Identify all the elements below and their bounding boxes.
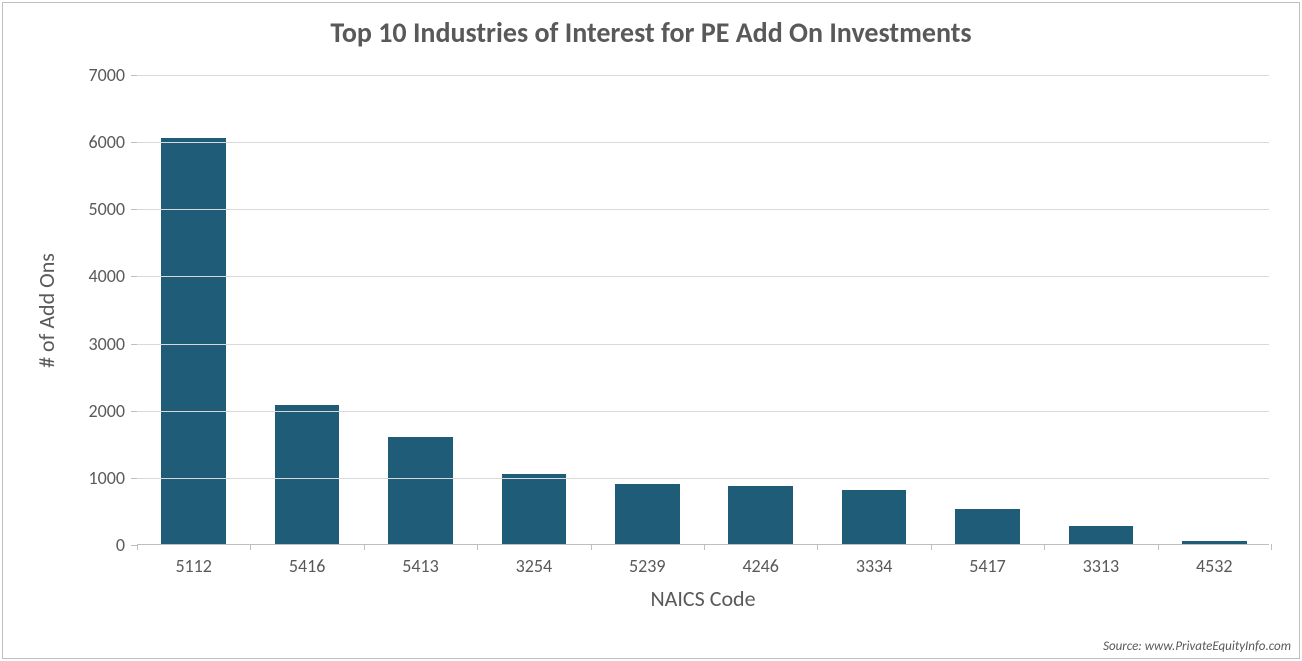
x-tick-mark xyxy=(1158,544,1159,550)
chart-title: Top 10 Industries of Interest for PE Add… xyxy=(3,3,1299,50)
bar xyxy=(728,486,793,544)
bar xyxy=(1069,526,1134,544)
y-axis-label-wrap: # of Add Ons xyxy=(31,75,61,545)
y-tick-label: 6000 xyxy=(89,131,126,153)
y-tick-label: 5000 xyxy=(89,198,126,220)
x-tick-label: 4246 xyxy=(742,555,779,577)
x-tick-mark xyxy=(1044,544,1045,550)
x-tick-label: 4532 xyxy=(1196,555,1233,577)
x-axis-label: NAICS Code xyxy=(137,585,1269,612)
y-tick-mark xyxy=(131,209,137,210)
x-tick-label: 3313 xyxy=(1083,555,1120,577)
x-tick-label: 5239 xyxy=(629,555,666,577)
x-tick-mark xyxy=(704,544,705,550)
y-tick-label: 4000 xyxy=(89,265,126,287)
y-axis-label: # of Add Ons xyxy=(33,253,60,368)
gridline xyxy=(137,75,1269,76)
bar xyxy=(161,138,226,544)
gridline xyxy=(137,411,1269,412)
x-tick-mark xyxy=(137,544,138,550)
x-tick-mark xyxy=(250,544,251,550)
bars-group xyxy=(137,75,1269,544)
bar xyxy=(955,509,1020,544)
x-tick-label: 5413 xyxy=(402,555,439,577)
x-tick-label: 3334 xyxy=(856,555,893,577)
y-axis-ticks: 01000200030004000500060007000 xyxy=(63,75,133,545)
y-tick-mark xyxy=(131,142,137,143)
bar xyxy=(842,490,907,544)
chart-container: Top 10 Industries of Interest for PE Add… xyxy=(2,2,1300,659)
x-tick-mark xyxy=(931,544,932,550)
y-tick-mark xyxy=(131,75,137,76)
y-tick-mark xyxy=(131,478,137,479)
x-tick-mark xyxy=(477,544,478,550)
x-tick-mark xyxy=(817,544,818,550)
gridline xyxy=(137,276,1269,277)
bar xyxy=(1182,541,1247,544)
y-tick-mark xyxy=(131,276,137,277)
bar xyxy=(388,437,453,544)
x-tick-label: 3254 xyxy=(516,555,553,577)
x-tick-mark xyxy=(364,544,365,550)
x-tick-label: 5416 xyxy=(289,555,326,577)
y-tick-mark xyxy=(131,344,137,345)
x-tick-mark xyxy=(1271,544,1272,550)
y-tick-label: 3000 xyxy=(89,333,126,355)
x-tick-label: 5417 xyxy=(969,555,1006,577)
y-tick-label: 1000 xyxy=(89,467,126,489)
y-tick-mark xyxy=(131,411,137,412)
plot-wrapper: # of Add Ons 010002000300040005000600070… xyxy=(3,75,1299,545)
bar xyxy=(275,405,340,544)
x-tick-mark xyxy=(591,544,592,550)
gridline xyxy=(137,209,1269,210)
y-tick-label: 0 xyxy=(116,534,125,556)
y-tick-label: 2000 xyxy=(89,400,126,422)
gridline xyxy=(137,478,1269,479)
x-tick-label: 5112 xyxy=(175,555,212,577)
source-attribution: Source: www.PrivateEquityInfo.com xyxy=(1103,639,1291,654)
gridline xyxy=(137,142,1269,143)
bar xyxy=(615,484,680,544)
gridline xyxy=(137,344,1269,345)
bar xyxy=(502,474,567,544)
x-axis-ticks: 5112 5416 5413 3254 5239 4246 3334 5417 3313 4532 xyxy=(137,555,1269,585)
plot-area xyxy=(137,75,1269,545)
y-tick-label: 7000 xyxy=(89,64,126,86)
